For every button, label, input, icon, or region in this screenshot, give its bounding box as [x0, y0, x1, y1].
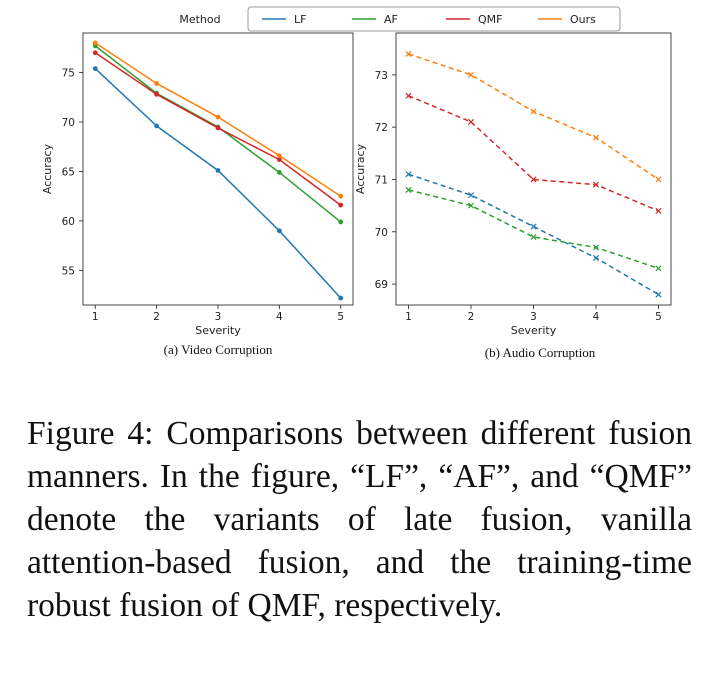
- series-line-lf: [408, 173, 659, 296]
- data-point-qmf: [338, 202, 344, 208]
- y-tick-label-video: 70: [62, 117, 75, 129]
- data-point-ours: [276, 153, 282, 159]
- y-tick-label-audio: 72: [375, 122, 388, 134]
- data-point-qmf: [154, 91, 160, 97]
- data-point-lf: [467, 192, 475, 199]
- data-point-ours: [655, 176, 662, 183]
- data-point-lf: [592, 254, 600, 261]
- data-point-ours: [215, 114, 221, 120]
- subcaption-audio: (b) Audio Corruption: [485, 345, 596, 360]
- y-tick-label-audio: 73: [375, 70, 388, 82]
- series-af-audio: [405, 186, 662, 272]
- series-line-qmf: [408, 95, 659, 212]
- legend-item-af: AF: [352, 13, 398, 26]
- series-lf-video: [92, 66, 344, 301]
- y-axis-label-audio: Accuracy: [354, 143, 367, 194]
- data-point-lf: [154, 123, 160, 129]
- x-tick-label-video: 2: [153, 311, 160, 323]
- data-point-af: [276, 170, 282, 175]
- series-lf-audio: [405, 171, 662, 298]
- y-tick-label-video: 75: [62, 68, 75, 80]
- data-point-af: [530, 233, 537, 241]
- series-ours-audio: [405, 50, 662, 183]
- data-point-lf: [92, 66, 98, 72]
- legend-item-lf: LF: [262, 13, 306, 26]
- legend-item-ours: Ours: [538, 13, 596, 26]
- subcaption-video: (a) Video Corruption: [164, 342, 273, 357]
- data-point-ours: [338, 193, 344, 199]
- plot-frame-audio: [395, 32, 672, 306]
- data-point-qmf: [592, 181, 600, 188]
- legend-label-qmf: QMF: [478, 13, 502, 26]
- series-line-lf: [94, 68, 342, 299]
- data-point-qmf: [276, 157, 282, 163]
- y-tick-label-video: 65: [62, 166, 75, 178]
- data-point-ours: [154, 81, 160, 86]
- data-point-qmf: [530, 176, 537, 183]
- x-tick-label-audio: 5: [655, 311, 662, 323]
- y-tick-label-video: 60: [62, 216, 75, 228]
- data-point-lf: [405, 171, 412, 178]
- legend-label-ours: Ours: [570, 13, 596, 26]
- y-axis-label-video: Accuracy: [41, 143, 54, 194]
- series-line-af: [408, 189, 659, 270]
- data-point-af: [338, 219, 344, 225]
- data-point-ours: [592, 134, 600, 141]
- series-line-ours: [94, 42, 342, 197]
- legend-label-lf: LF: [294, 13, 306, 26]
- series-af-video: [92, 43, 344, 225]
- x-axis-label-video: Severity: [195, 324, 241, 337]
- data-point-qmf: [92, 50, 98, 56]
- data-point-lf: [276, 228, 282, 234]
- series-qmf-audio: [405, 92, 662, 214]
- x-axis-label-audio: Severity: [511, 324, 557, 337]
- data-point-ours: [405, 50, 412, 57]
- data-point-af: [467, 202, 475, 209]
- x-tick-label-audio: 4: [593, 311, 600, 323]
- x-tick-label-audio: 3: [530, 311, 537, 323]
- data-point-lf: [215, 168, 221, 173]
- x-tick-label-video: 4: [276, 311, 283, 323]
- y-tick-label-audio: 70: [375, 227, 388, 239]
- series-line-af: [94, 45, 342, 223]
- x-tick-label-audio: 2: [468, 311, 475, 323]
- series-line-ours: [408, 53, 659, 181]
- x-tick-label-video: 3: [215, 311, 222, 323]
- figure-svg: Method LF AF QMF Ours 1 2 3 4 55560657075Severi…: [41, 6, 672, 360]
- data-point-qmf: [215, 125, 221, 131]
- legend-title: Method: [179, 13, 220, 26]
- data-point-qmf: [467, 118, 475, 125]
- data-point-lf: [530, 223, 537, 230]
- series-qmf-video: [92, 50, 344, 208]
- legend-label-af: AF: [384, 13, 398, 26]
- chart-panel-audio: 1 2 3 4 5 69 70 71 72 73 Severity Accuracy: [354, 32, 672, 337]
- data-point-af: [592, 244, 600, 251]
- data-point-lf: [338, 295, 344, 301]
- y-tick-label-audio: 69: [375, 279, 388, 291]
- data-point-af: [405, 186, 412, 193]
- x-tick-label-audio: 1: [405, 311, 412, 323]
- data-point-ours: [530, 108, 537, 115]
- legend: Method LF AF QMF Ours: [179, 6, 621, 32]
- figure-caption: Figure 4: Comparisons between different …: [27, 415, 692, 624]
- data-point-qmf: [655, 207, 662, 214]
- data-point-qmf: [405, 92, 412, 99]
- data-point-ours: [92, 40, 98, 46]
- legend-item-qmf: QMF: [446, 13, 502, 26]
- series-ours-video: [92, 40, 344, 199]
- y-tick-label-audio: 71: [375, 174, 388, 186]
- data-point-af: [655, 265, 662, 272]
- data-point-ours: [467, 71, 475, 78]
- x-tick-label-video: 1: [92, 311, 99, 323]
- data-point-lf: [655, 291, 662, 298]
- legend-box: [247, 6, 621, 32]
- x-tick-label-video: 5: [337, 311, 344, 323]
- y-tick-label-video: 55: [62, 265, 75, 277]
